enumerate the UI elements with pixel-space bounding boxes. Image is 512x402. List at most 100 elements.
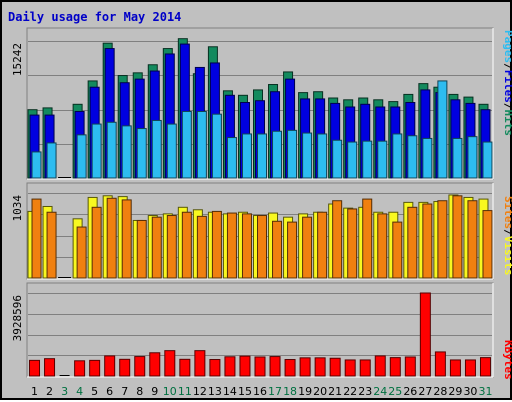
bar-pages-day-26 bbox=[407, 135, 418, 179]
bar-sites-day-5 bbox=[91, 206, 102, 279]
legend-kbytes: KBytes bbox=[502, 340, 512, 380]
bar-pages-day-1 bbox=[31, 151, 42, 179]
bar-pages-day-10 bbox=[166, 123, 177, 179]
bar-kbytes-day-13 bbox=[209, 359, 221, 377]
x-tick-day-26: 26 bbox=[403, 385, 417, 398]
bar-sites-day-28 bbox=[437, 200, 448, 279]
bar-sites-day-6 bbox=[106, 197, 117, 279]
bar-kbytes-day-10 bbox=[164, 350, 176, 377]
x-tick-day-1: 1 bbox=[31, 385, 38, 398]
x-tick-day-20: 20 bbox=[313, 385, 327, 398]
bar-pages-day-18 bbox=[287, 129, 298, 179]
bar-sites-day-1 bbox=[31, 198, 42, 279]
bar-pages-day-25 bbox=[392, 133, 403, 179]
bar-pages-day-20 bbox=[317, 133, 328, 179]
bar-sites-day-3 bbox=[62, 277, 72, 278]
x-tick-day-29: 29 bbox=[448, 385, 462, 398]
legend-entry: KBytes bbox=[502, 340, 512, 380]
bar-kbytes-day-17 bbox=[269, 356, 281, 377]
x-tick-day-10: 10 bbox=[163, 385, 177, 398]
x-tick-day-25: 25 bbox=[388, 385, 402, 398]
legend-entry: / bbox=[502, 103, 512, 110]
bar-sites-day-13 bbox=[211, 210, 222, 279]
legend-entry: Sites bbox=[502, 196, 512, 229]
bar-kbytes-day-3 bbox=[59, 375, 70, 376]
bar-sites-day-12 bbox=[196, 215, 207, 279]
bar-kbytes-day-7 bbox=[119, 358, 131, 377]
x-tick-day-18: 18 bbox=[283, 385, 297, 398]
bar-kbytes-day-4 bbox=[74, 360, 86, 377]
x-tick-day-22: 22 bbox=[343, 385, 357, 398]
bar-pages-day-27 bbox=[422, 137, 433, 179]
bar-sites-day-26 bbox=[407, 206, 418, 279]
bar-kbytes-day-21 bbox=[329, 357, 341, 377]
x-tick-day-2: 2 bbox=[46, 385, 53, 398]
bar-pages-day-14 bbox=[226, 137, 237, 179]
bar-sites-day-10 bbox=[166, 215, 177, 279]
x-tick-day-8: 8 bbox=[136, 385, 143, 398]
bar-sites-day-31 bbox=[482, 210, 493, 279]
bar-pages-day-3 bbox=[62, 177, 72, 178]
bar-kbytes-day-2 bbox=[44, 358, 56, 377]
x-tick-day-6: 6 bbox=[106, 385, 113, 398]
bar-sites-day-22 bbox=[347, 208, 358, 279]
bar-pages-day-6 bbox=[106, 121, 117, 179]
bar-sites-day-20 bbox=[317, 211, 328, 279]
bar-kbytes-day-15 bbox=[239, 355, 251, 377]
x-tick-day-15: 15 bbox=[238, 385, 252, 398]
bar-sites-day-24 bbox=[377, 213, 388, 279]
x-tick-day-3: 3 bbox=[61, 385, 68, 398]
x-tick-day-31: 31 bbox=[478, 385, 492, 398]
bar-sites-day-2 bbox=[46, 211, 57, 279]
bar-kbytes-day-8 bbox=[134, 356, 146, 377]
bar-kbytes-day-6 bbox=[104, 355, 116, 377]
legend-entry: / bbox=[502, 229, 512, 236]
bar-sites-day-11 bbox=[181, 211, 192, 279]
bar-pages-day-17 bbox=[272, 130, 283, 179]
bar-pages-day-23 bbox=[362, 140, 373, 179]
panel-kbytes: 3928596 KBytes bbox=[11, 282, 512, 380]
x-tick-day-28: 28 bbox=[433, 385, 447, 398]
panel-visits_sites: 1034 Sites/Visits bbox=[11, 182, 512, 280]
bar-sites-day-19 bbox=[302, 216, 313, 279]
bar-kbytes-day-20 bbox=[314, 357, 326, 377]
bar-pages-day-13 bbox=[211, 113, 222, 179]
x-tick-day-11: 11 bbox=[178, 385, 192, 398]
bar-pages-day-11 bbox=[181, 110, 192, 179]
bar-pages-day-7 bbox=[121, 125, 132, 179]
bar-kbytes-day-23 bbox=[359, 359, 371, 377]
bar-kbytes-day-24 bbox=[374, 355, 386, 377]
bar-pages-day-9 bbox=[151, 119, 162, 179]
bar-kbytes-day-1 bbox=[29, 359, 41, 377]
bar-sites-day-16 bbox=[257, 215, 267, 279]
bar-kbytes-day-18 bbox=[284, 359, 296, 377]
x-tick-day-27: 27 bbox=[418, 385, 432, 398]
bar-sites-day-25 bbox=[392, 221, 403, 279]
bar-kbytes-day-12 bbox=[194, 350, 206, 377]
legend-visits_sites: Sites/Visits bbox=[502, 196, 512, 276]
x-tick-day-23: 23 bbox=[358, 385, 372, 398]
x-tick-day-30: 30 bbox=[463, 385, 477, 398]
bar-kbytes-day-25 bbox=[389, 357, 401, 377]
bar-sites-day-14 bbox=[226, 212, 237, 279]
bar-pages-day-4 bbox=[76, 134, 87, 179]
bar-kbytes-day-31 bbox=[479, 357, 491, 377]
x-tick-day-14: 14 bbox=[223, 385, 237, 398]
x-tick-day-16: 16 bbox=[253, 385, 267, 398]
bar-kbytes-day-27 bbox=[419, 292, 431, 377]
y-axis-max-label: 3928596 bbox=[11, 295, 24, 341]
bar-sites-day-4 bbox=[76, 226, 87, 279]
bar-pages-day-19 bbox=[302, 132, 313, 179]
bar-kbytes-day-14 bbox=[224, 356, 236, 377]
bar-sites-day-9 bbox=[151, 216, 162, 279]
x-tick-day-12: 12 bbox=[193, 385, 207, 398]
bar-kbytes-day-22 bbox=[344, 359, 356, 377]
x-tick-day-24: 24 bbox=[373, 385, 387, 398]
bar-sites-day-15 bbox=[241, 213, 252, 279]
bar-kbytes-day-29 bbox=[449, 359, 461, 377]
bar-pages-day-8 bbox=[136, 128, 147, 179]
bar-kbytes-day-5 bbox=[89, 359, 101, 377]
